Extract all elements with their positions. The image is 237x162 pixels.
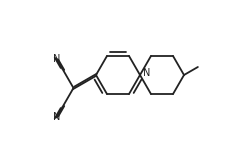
Text: N: N	[53, 54, 60, 64]
Text: N: N	[143, 68, 150, 78]
Text: N: N	[53, 112, 60, 122]
